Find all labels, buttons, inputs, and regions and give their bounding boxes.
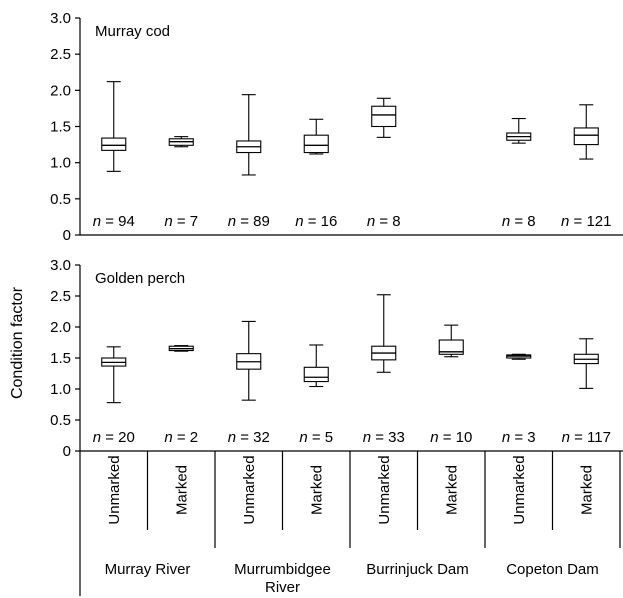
sample-size-label: n = 20 (93, 429, 135, 446)
sample-size-label: n = 32 (228, 429, 270, 446)
sample-size-label: n = 117 (562, 429, 611, 446)
status-label: Unmarked (106, 455, 123, 524)
sample-size-label: n = 121 (561, 213, 611, 230)
panel-title: Golden perch (95, 270, 185, 287)
sample-size-label: n = 33 (363, 429, 405, 446)
y-tick-label: 0 (63, 443, 71, 460)
y-axis-label: Condition factor (9, 286, 26, 399)
y-tick-label: 0 (63, 227, 71, 244)
group-name-label: Murray River (105, 561, 191, 578)
sample-size-label: n = 16 (295, 213, 337, 230)
status-label: Unmarked (376, 455, 393, 524)
y-tick-label: 0.5 (50, 191, 71, 208)
box-iqr (573, 127, 599, 146)
y-tick-label: 1.5 (50, 119, 71, 136)
y-tick-label: 1.0 (50, 155, 71, 172)
y-tick-label: 2.0 (50, 319, 71, 336)
status-label: Unmarked (511, 455, 528, 524)
y-tick-label: 3.0 (50, 257, 71, 274)
sample-size-label: n = 7 (164, 213, 198, 230)
y-tick-label: 3.0 (50, 10, 71, 27)
box-iqr (371, 105, 397, 128)
y-tick-label: 1.0 (50, 381, 71, 398)
status-label: Marked (578, 465, 595, 515)
y-tick-label: 0.5 (50, 412, 71, 429)
box-iqr (438, 339, 464, 355)
sample-size-label: n = 2 (164, 429, 198, 446)
group-name-label: Copeton Dam (506, 561, 599, 578)
box-iqr (101, 137, 127, 151)
sample-size-label: n = 10 (430, 429, 472, 446)
sample-size-label: n = 94 (93, 213, 135, 230)
status-label: Marked (173, 465, 190, 515)
sample-size-label: n = 8 (502, 213, 536, 230)
panel-title: Murray cod (95, 23, 170, 40)
group-name-label: River (265, 579, 300, 596)
box-iqr (303, 366, 329, 383)
sample-size-label: n = 8 (367, 213, 401, 230)
y-tick-label: 2.5 (50, 288, 71, 305)
status-label: Unmarked (241, 455, 258, 524)
box-iqr (303, 134, 329, 154)
status-label: Marked (443, 465, 460, 515)
group-name-label: Burrinjuck Dam (366, 561, 469, 578)
sample-size-label: n = 3 (502, 429, 536, 446)
status-label: Marked (308, 465, 325, 515)
group-name-label: Murrumbidgee (234, 561, 331, 578)
y-tick-label: 2.0 (50, 82, 71, 99)
sample-size-label: n = 5 (299, 429, 333, 446)
sample-size-label: n = 89 (228, 213, 270, 230)
y-tick-label: 2.5 (50, 46, 71, 63)
y-tick-label: 1.5 (50, 350, 71, 367)
